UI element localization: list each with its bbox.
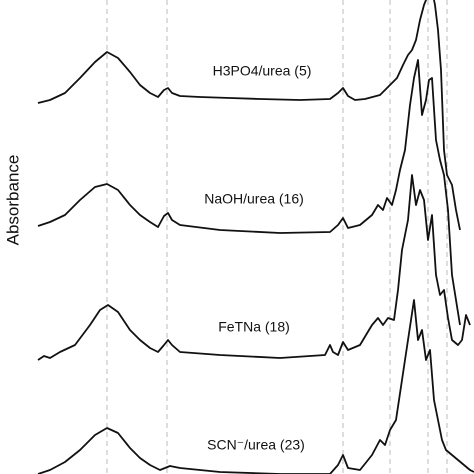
series-label: NaOH/urea (16)	[204, 191, 304, 207]
series-label: H3PO4/urea (5)	[213, 63, 312, 79]
y-axis-label: Absorbance	[3, 155, 22, 246]
series-label: SCN⁻/urea (23)	[207, 437, 305, 453]
spectrum-line	[37, 0, 461, 231]
spectrum-line	[37, 174, 471, 361]
spectrum-line	[37, 299, 474, 474]
series-label: FeTNa (18)	[218, 319, 290, 335]
spectrum-line	[37, 59, 461, 326]
